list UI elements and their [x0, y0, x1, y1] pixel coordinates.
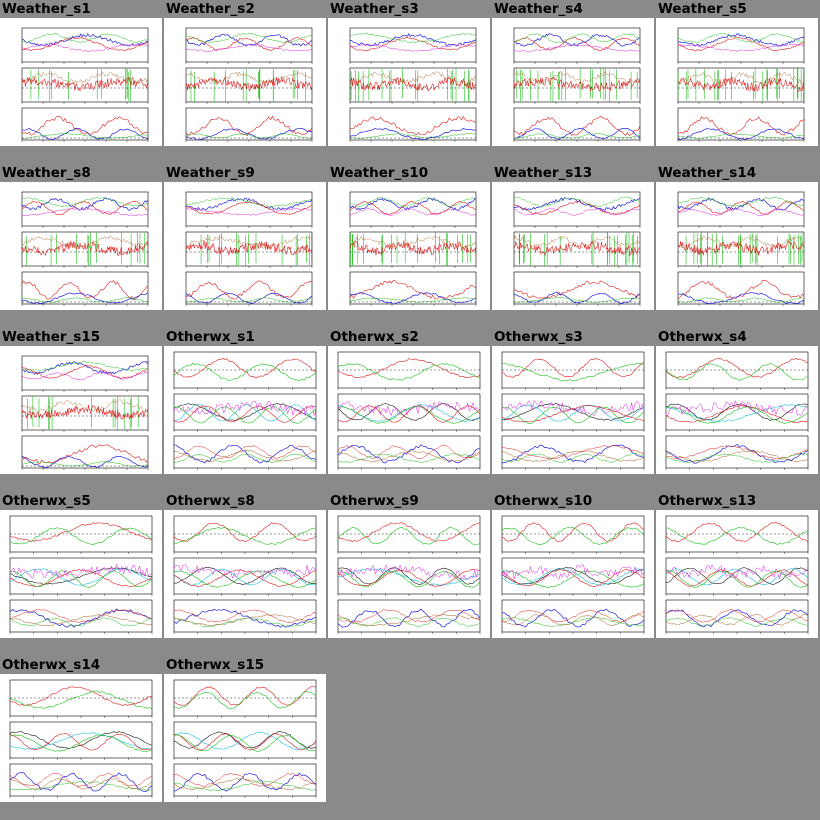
plot-thumbnail[interactable] [656, 18, 818, 146]
thumbnail-title: Weather_s1 [2, 1, 91, 17]
plot-thumbnail[interactable] [0, 18, 162, 146]
plot-thumbnail-graphic [513, 27, 641, 142]
plot-thumbnail-graphic [665, 515, 809, 634]
plot-thumbnail[interactable] [328, 346, 490, 474]
plot-thumbnail-graphic [337, 351, 481, 470]
gallery-item: Weather_s13 [492, 164, 654, 324]
plot-thumbnail[interactable] [0, 346, 162, 474]
plot-thumbnail[interactable] [492, 346, 654, 474]
gallery-item: Weather_s8 [0, 164, 162, 324]
plot-thumbnail-graphic [677, 191, 805, 306]
gallery-item: Otherwx_s9 [328, 492, 490, 652]
gallery-item: Otherwx_s2 [328, 328, 490, 488]
thumbnail-title: Weather_s10 [330, 165, 429, 181]
thumbnail-title: Weather_s5 [658, 1, 747, 17]
plot-thumbnail-graphic [21, 355, 149, 470]
plot-thumbnail[interactable] [656, 510, 818, 638]
plot-thumbnail[interactable] [0, 510, 162, 638]
thumbnail-title: Weather_s3 [330, 1, 419, 17]
thumbnail-title: Weather_s8 [2, 165, 91, 181]
gallery-item: Weather_s10 [328, 164, 490, 324]
plot-thumbnail[interactable] [164, 674, 326, 802]
gallery-item: Otherwx_s10 [492, 492, 654, 652]
thumbnail-title: Weather_s15 [2, 329, 101, 345]
plot-thumbnail-graphic [349, 27, 477, 142]
gallery-item: Otherwx_s3 [492, 328, 654, 488]
gallery-item: Otherwx_s14 [0, 656, 162, 816]
gallery-item: Otherwx_s5 [0, 492, 162, 652]
thumbnail-title: Otherwx_s4 [658, 329, 747, 345]
gallery-item: Otherwx_s4 [656, 328, 818, 488]
plot-thumbnail[interactable] [656, 182, 818, 310]
plot-thumbnail-graphic [185, 191, 313, 306]
thumbnail-title: Weather_s9 [166, 165, 255, 181]
plot-thumbnail-graphic [9, 679, 153, 798]
plot-thumbnail-graphic [349, 191, 477, 306]
plot-thumbnail-graphic [185, 27, 313, 142]
gallery-item: Weather_s1 [0, 0, 162, 160]
gallery-item: Weather_s9 [164, 164, 326, 324]
plot-thumbnail[interactable] [0, 182, 162, 310]
thumbnail-title: Weather_s4 [494, 1, 583, 17]
thumbnail-title: Otherwx_s13 [658, 493, 757, 509]
plot-thumbnail[interactable] [328, 182, 490, 310]
plot-thumbnail[interactable] [492, 510, 654, 638]
gallery-item: Otherwx_s8 [164, 492, 326, 652]
thumbnail-title: Otherwx_s8 [166, 493, 255, 509]
thumbnail-title: Otherwx_s1 [166, 329, 255, 345]
gallery-item: Otherwx_s1 [164, 328, 326, 488]
plot-thumbnail[interactable] [492, 18, 654, 146]
gallery-item: Weather_s4 [492, 0, 654, 160]
plot-thumbnail[interactable] [492, 182, 654, 310]
plot-thumbnail[interactable] [164, 18, 326, 146]
gallery-item: Weather_s15 [0, 328, 162, 488]
thumbnail-title: Weather_s14 [658, 165, 757, 181]
thumbnail-title: Otherwx_s3 [494, 329, 583, 345]
plot-thumbnail[interactable] [164, 182, 326, 310]
plot-thumbnail-graphic [501, 515, 645, 634]
plot-thumbnail-graphic [173, 351, 317, 470]
plot-thumbnail-graphic [173, 515, 317, 634]
thumbnail-title: Otherwx_s10 [494, 493, 593, 509]
plot-thumbnail-graphic [9, 515, 153, 634]
plot-thumbnail[interactable] [0, 674, 162, 802]
gallery-item: Weather_s5 [656, 0, 818, 160]
plot-thumbnail[interactable] [328, 18, 490, 146]
gallery-item: Otherwx_s15 [164, 656, 326, 816]
gallery-item: Otherwx_s13 [656, 492, 818, 652]
gallery-item: Weather_s2 [164, 0, 326, 160]
plot-thumbnail-graphic [21, 27, 149, 142]
plot-thumbnail-graphic [513, 191, 641, 306]
thumbnail-title: Otherwx_s5 [2, 493, 91, 509]
plot-thumbnail-graphic [337, 515, 481, 634]
plot-thumbnail[interactable] [164, 510, 326, 638]
plot-thumbnail[interactable] [164, 346, 326, 474]
thumbnail-title: Weather_s13 [494, 165, 593, 181]
plot-thumbnail[interactable] [656, 346, 818, 474]
thumbnail-title: Otherwx_s2 [330, 329, 419, 345]
plot-thumbnail-graphic [665, 351, 809, 470]
thumbnail-title: Weather_s2 [166, 1, 255, 17]
plot-thumbnail-graphic [173, 679, 317, 798]
gallery-item: Weather_s3 [328, 0, 490, 160]
plot-thumbnail-graphic [501, 351, 645, 470]
thumbnail-title: Otherwx_s15 [166, 657, 265, 673]
plot-thumbnail-graphic [677, 27, 805, 142]
thumbnail-title: Otherwx_s9 [330, 493, 419, 509]
plot-thumbnail[interactable] [328, 510, 490, 638]
gallery-item: Weather_s14 [656, 164, 818, 324]
thumbnail-title: Otherwx_s14 [2, 657, 101, 673]
plot-thumbnail-graphic [21, 191, 149, 306]
